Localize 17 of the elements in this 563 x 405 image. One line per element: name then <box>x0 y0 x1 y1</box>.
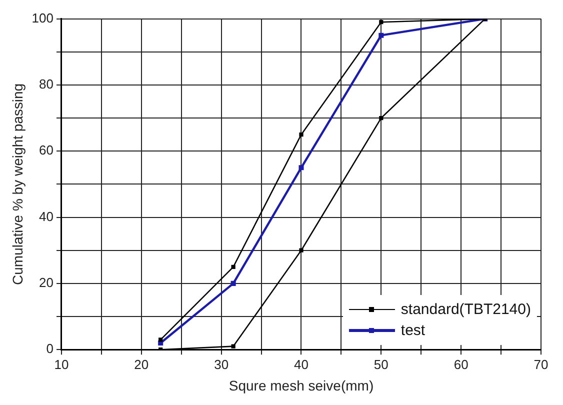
x-tick-label: 50 <box>374 356 388 372</box>
y-tick-label: 40 <box>39 208 54 224</box>
x-tick-label: 70 <box>534 356 548 372</box>
x-tick-label: 10 <box>54 356 69 372</box>
y-axis-title: Cumulative % by weight passing <box>9 83 26 285</box>
x-tick-label: 30 <box>214 356 229 372</box>
x-tick-label: 60 <box>454 356 468 372</box>
x-axis-title: Squre mesh seive(mm) <box>228 377 374 394</box>
legend-label: test <box>400 321 426 341</box>
y-tick-label: 60 <box>39 142 54 158</box>
y-tick-label: 80 <box>39 76 54 92</box>
x-tick-label: 40 <box>294 356 308 372</box>
y-tick-label: 100 <box>32 10 54 26</box>
y-tick-label: 20 <box>39 275 54 290</box>
x-tick-label: 20 <box>134 356 149 372</box>
legend-label: standard(TBT2140) <box>400 300 531 320</box>
y-tick-label: 0 <box>46 341 54 356</box>
